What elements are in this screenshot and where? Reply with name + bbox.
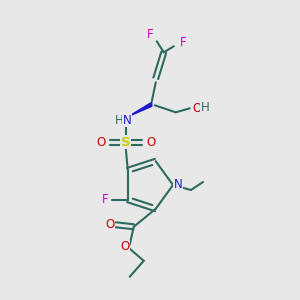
Text: O: O [192, 102, 201, 115]
Text: F: F [101, 193, 108, 206]
Text: O: O [105, 218, 114, 231]
Text: O: O [120, 240, 129, 253]
Text: F: F [179, 36, 186, 49]
Text: O: O [96, 136, 105, 149]
Text: H: H [200, 101, 209, 114]
Text: H: H [114, 114, 123, 127]
Text: S: S [121, 136, 130, 149]
Text: O: O [146, 136, 155, 149]
Text: N: N [122, 114, 131, 127]
Polygon shape [129, 102, 152, 116]
Text: N: N [174, 178, 182, 191]
Text: F: F [146, 28, 153, 41]
